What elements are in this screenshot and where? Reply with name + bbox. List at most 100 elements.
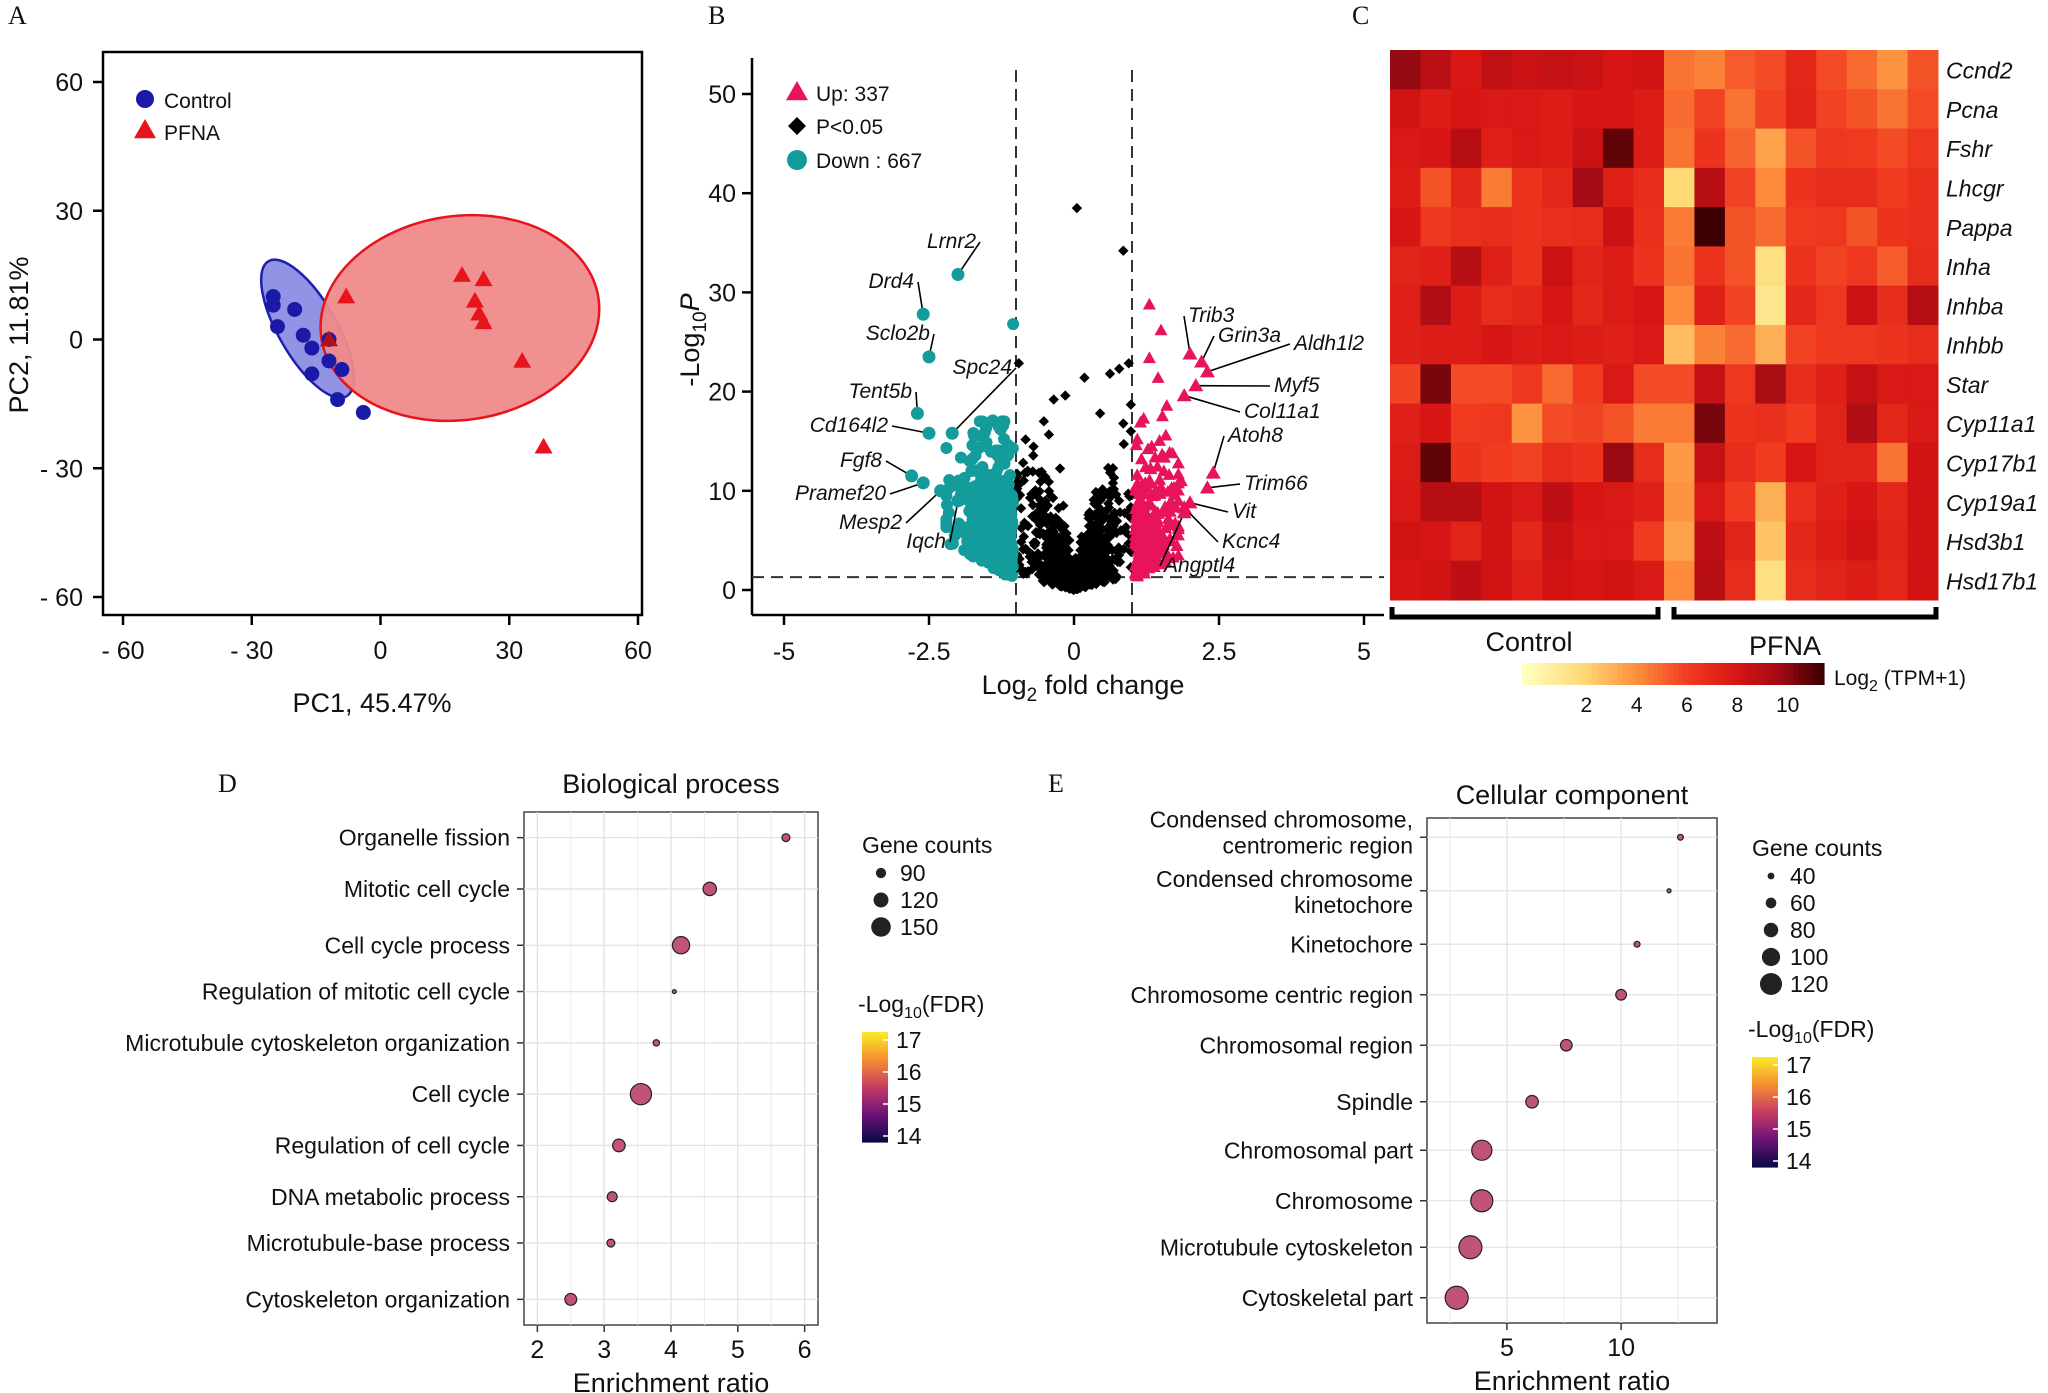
heatmap-cell <box>1907 128 1939 169</box>
cc-color-legend-segment <box>1752 1153 1778 1157</box>
ns-gene-point <box>1079 372 1090 383</box>
labeled-down-gene-point <box>916 307 930 321</box>
volcano-ytick-label: 20 <box>708 379 736 407</box>
ns-gene-point <box>1125 512 1137 524</box>
volcano-xtick-label: -5 <box>773 638 795 666</box>
cc-color-legend-label: 16 <box>1786 1084 1812 1110</box>
cc-size-legend-label: 60 <box>1790 890 1816 916</box>
bp-term-label: Mitotic cell cycle <box>344 876 510 902</box>
heatmap-cell <box>1481 167 1513 208</box>
ns-gene-point <box>1033 467 1045 478</box>
heatmap-cell <box>1907 521 1939 562</box>
ns-gene-point <box>1053 502 1064 514</box>
heatmap-cell <box>1755 285 1787 326</box>
down-gene-point <box>984 507 997 520</box>
heatmap-cell <box>1694 50 1726 90</box>
heatmap-gene-label: Cyp11a1 <box>1946 411 2036 437</box>
ns-gene-point <box>1049 515 1060 526</box>
ns-gene-point <box>1040 551 1051 562</box>
bp-bubble <box>652 1039 661 1047</box>
heatmap-cell <box>1633 364 1665 405</box>
ns-gene-point <box>1046 537 1058 549</box>
ns-gene-point <box>1110 570 1122 581</box>
heatmap-cell <box>1664 403 1695 444</box>
heatmap-cell <box>1907 560 1939 601</box>
heatmap-cell <box>1907 442 1939 483</box>
heatmap-cell <box>1907 285 1939 326</box>
down-gene-point <box>940 521 953 534</box>
bp-color-legend-segment <box>862 1081 888 1085</box>
bp-size-legend-dot <box>871 917 891 937</box>
cc-x-axis-label: Enrichment ratio <box>1474 1366 1671 1393</box>
heatmap-cell <box>1877 246 1909 287</box>
down-gene-point <box>1006 543 1019 556</box>
heatmap-cell <box>1633 167 1665 208</box>
heatmap-cell <box>1450 207 1482 247</box>
control-point <box>265 297 281 313</box>
heatmap-cell <box>1390 325 1421 365</box>
heatmap-cell <box>1572 50 1604 90</box>
heatmap-cell <box>1816 325 1848 365</box>
ns-gene-point <box>1029 538 1041 549</box>
legend-up-marker <box>786 81 808 101</box>
bp-bubble <box>629 1082 653 1106</box>
bp-color-legend-label: 15 <box>896 1091 922 1117</box>
down-gene-label: Cd164l2 <box>810 414 889 437</box>
colorbar-segment <box>1713 663 1719 685</box>
bp-color-legend-segment <box>862 1087 888 1091</box>
colorbar-segment <box>1678 663 1684 685</box>
bp-size-legend-label: 120 <box>900 887 938 913</box>
colorbar-segment <box>1587 663 1594 685</box>
bp-term-label: Organelle fission <box>339 825 510 851</box>
gene-label-leader <box>1183 394 1241 413</box>
heatmap-cell <box>1511 560 1543 601</box>
gene-label-leader <box>1189 501 1229 513</box>
down-gene-point <box>994 547 1007 560</box>
colorbar-tick-label: 6 <box>1681 694 1693 717</box>
bp-color-legend-segment <box>862 1034 888 1039</box>
ns-gene-point <box>1096 550 1108 561</box>
heatmap-cell <box>1664 246 1695 287</box>
heatmap-cell <box>1511 207 1543 247</box>
heatmap-cell <box>1846 325 1878 365</box>
ns-gene-point <box>1043 429 1055 440</box>
colorbar-segment <box>1607 663 1614 685</box>
cc-size-legend-label: 100 <box>1790 944 1828 970</box>
cc-color-legend-segment <box>1752 1092 1778 1097</box>
heatmap-cell <box>1755 364 1787 405</box>
down-gene-point <box>998 452 1011 465</box>
bp-bubble <box>671 936 691 955</box>
up-gene-point <box>1162 534 1176 547</box>
ns-gene-point <box>1058 500 1069 511</box>
heatmap-cell <box>1785 403 1817 444</box>
heatmap-cell <box>1816 560 1848 601</box>
heatmap-cell <box>1603 403 1635 444</box>
ns-gene-point <box>1060 580 1072 592</box>
pca-ytick-label: - 60 <box>40 584 83 612</box>
colorbar-segment <box>1818 663 1825 685</box>
ns-gene-point <box>1118 543 1129 555</box>
heatmap-cell <box>1390 167 1421 208</box>
bp-xtick-label: 3 <box>597 1336 611 1364</box>
up-gene-point <box>1132 495 1146 508</box>
heatmap-cell <box>1511 128 1543 169</box>
down-gene-point <box>992 420 1005 433</box>
heatmap-cell <box>1603 50 1635 90</box>
gene-label-leader <box>1212 435 1225 474</box>
heatmap-cell <box>1907 246 1939 287</box>
colorbar-segment <box>1552 663 1558 685</box>
ns-gene-point <box>1085 539 1097 551</box>
bp-color-legend-segment <box>862 1114 888 1118</box>
control-point <box>321 353 337 369</box>
heatmap-cell <box>1603 246 1635 287</box>
heatmap-cell <box>1420 128 1452 169</box>
bp-size-legend-label: 150 <box>900 914 938 940</box>
heatmap-cell <box>1846 50 1878 90</box>
bp-color-legend-segment <box>862 1062 888 1066</box>
heatmap-cell <box>1664 50 1695 90</box>
heatmap-cell <box>1694 246 1726 287</box>
ns-gene-point <box>1057 576 1068 588</box>
heatmap-cell <box>1420 364 1452 405</box>
heatmap-cell <box>1664 325 1695 365</box>
heatmap-cell <box>1877 207 1909 247</box>
